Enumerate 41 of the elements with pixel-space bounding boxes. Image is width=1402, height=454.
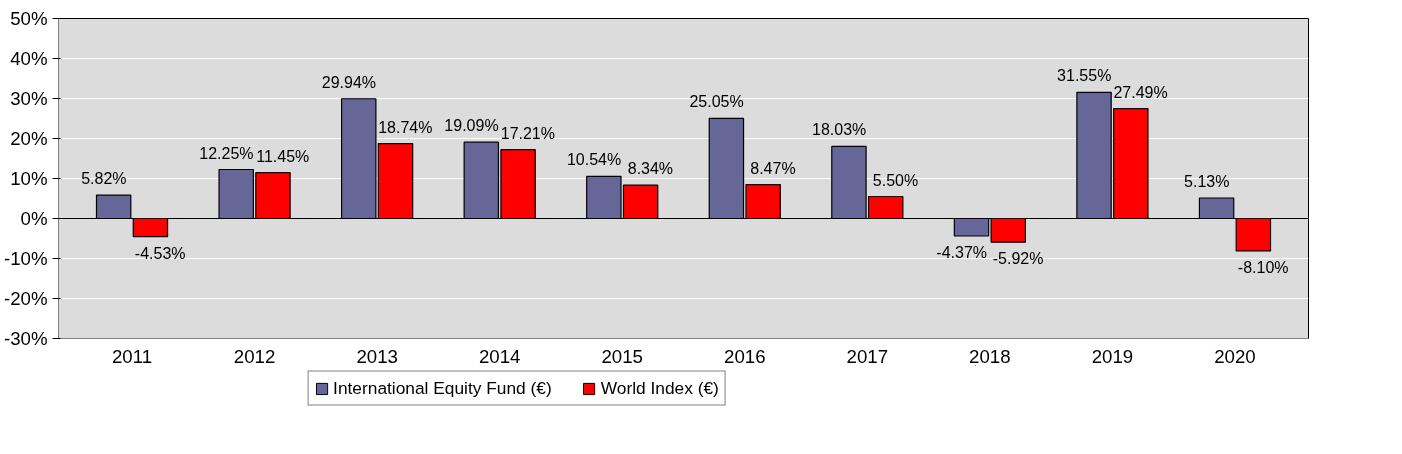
data-label: -4.53%	[134, 244, 186, 262]
data-label: 5.82%	[81, 170, 127, 188]
y-tick-label: 20%	[10, 128, 48, 149]
x-tick-label: 2019	[1091, 345, 1134, 367]
y-tick-label: 30%	[10, 88, 48, 109]
legend-label: International Equity Fund (€)	[333, 377, 552, 399]
y-tick-label: 40%	[10, 48, 48, 69]
data-label: -8.10%	[1237, 258, 1289, 276]
x-tick-label: 2015	[601, 345, 643, 367]
data-label: 25.05%	[689, 93, 744, 111]
data-label: 19.09%	[444, 117, 499, 135]
data-label: 5.50%	[872, 171, 919, 189]
data-label: 5.13%	[1184, 172, 1230, 190]
data-label: 11.45%	[256, 147, 310, 165]
y-tick-label: -20%	[3, 288, 48, 309]
x-tick-label: 2018	[969, 345, 1011, 367]
legend-label: World Index (€)	[600, 377, 719, 399]
data-label: 12.25%	[199, 144, 254, 162]
y-tick-label: -30%	[3, 328, 48, 349]
x-tick-label: 2020	[1214, 345, 1256, 367]
y-tick-label: 50%	[10, 8, 48, 29]
y-tick-label: 10%	[10, 168, 48, 189]
x-tick-label: 2013	[356, 345, 398, 367]
y-tick-label: -10%	[3, 248, 48, 269]
data-label: 27.49%	[1113, 83, 1168, 101]
data-label: 8.47%	[750, 159, 796, 177]
data-label: 18.03%	[812, 121, 867, 139]
x-tick-label: 2017	[846, 345, 889, 367]
data-label: -4.37%	[936, 243, 988, 261]
x-tick-label: 2011	[111, 345, 153, 367]
data-label: -5.92%	[992, 250, 1044, 268]
data-label: 18.74%	[378, 118, 433, 136]
x-tick-label: 2012	[233, 345, 276, 367]
data-label: 17.21%	[500, 124, 555, 142]
data-label: 31.55%	[1057, 67, 1112, 85]
y-tick-label: 0%	[20, 208, 48, 229]
x-tick-label: 2014	[478, 345, 521, 367]
data-label: 29.94%	[321, 73, 377, 91]
data-label: 10.54%	[566, 151, 622, 169]
data-label: 8.34%	[627, 160, 674, 178]
x-tick-label: 2016	[724, 345, 766, 367]
